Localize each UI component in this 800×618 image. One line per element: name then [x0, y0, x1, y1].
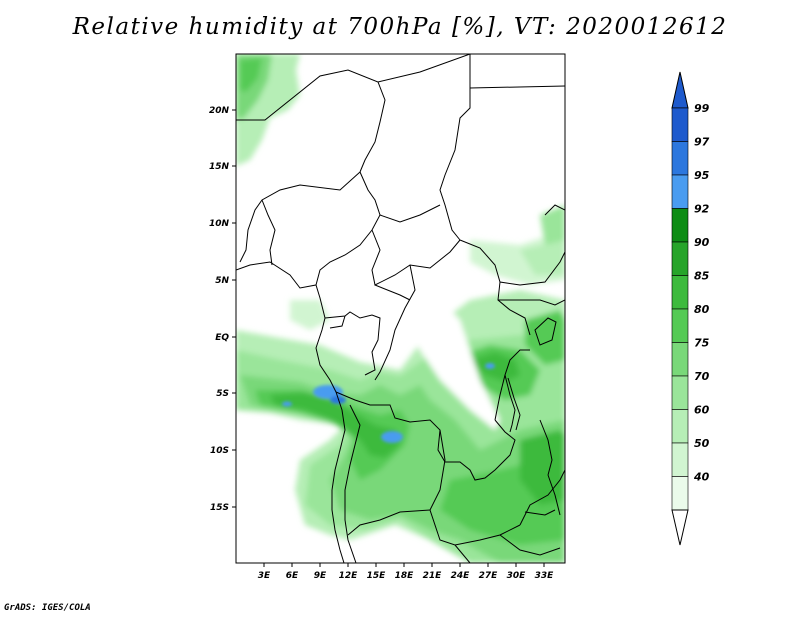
country-borders	[236, 54, 565, 563]
colorbar-level-label: 85	[694, 270, 710, 283]
lat-label: EQ	[215, 333, 229, 343]
lat-label: 10S	[210, 446, 229, 456]
colorbar-top-arrow	[671, 71, 689, 109]
colorbar-swatch	[671, 275, 689, 310]
lon-label: 21E	[423, 571, 443, 581]
longitude-axis	[263, 563, 545, 567]
colorbar-level-label: 95	[694, 169, 710, 182]
lon-label: 3E	[258, 571, 271, 581]
lat-label: 15S	[210, 503, 229, 513]
lon-label: 27E	[479, 571, 499, 581]
lon-label: 9E	[314, 571, 327, 581]
lat-label: 20N	[209, 106, 230, 116]
colorbar-bottom-arrow	[671, 509, 689, 546]
colorbar-level-label: 90	[694, 236, 710, 249]
colorbar-level-label: 70	[694, 370, 710, 383]
lat-label: 5S	[216, 389, 229, 399]
colorbar-swatch	[671, 241, 689, 276]
lat-label: 15N	[209, 162, 230, 172]
colorbar-level-label: 60	[694, 404, 710, 417]
lon-label: 15E	[367, 571, 387, 581]
humidity-shading	[236, 54, 565, 563]
humidity-peaks	[282, 363, 495, 443]
colorbar-swatch	[671, 208, 689, 243]
colorbar-swatch	[671, 409, 689, 444]
lat-label: 5N	[215, 276, 229, 286]
colorbar-swatch	[671, 174, 689, 209]
lon-label: 6E	[286, 571, 299, 581]
lat-label: 10N	[209, 219, 230, 229]
colorbar: 99 97 95 92 90 85 80 75 70 60 50 40	[671, 71, 710, 546]
colorbar-swatch	[671, 375, 689, 410]
colorbar-swatch	[671, 442, 689, 477]
grads-credit: GrADS: IGES/COLA	[4, 603, 91, 613]
colorbar-swatch	[671, 476, 689, 511]
colorbar-level-label: 80	[694, 303, 710, 316]
lon-label: 30E	[507, 571, 527, 581]
colorbar-level-label: 92	[694, 203, 710, 216]
lon-label: 18E	[395, 571, 415, 581]
lon-label: 12E	[339, 571, 359, 581]
colorbar-level-label: 40	[693, 471, 710, 484]
map-title: Relative humidity at 700hPa [%], VT: 202…	[72, 14, 728, 40]
lon-label: 24E	[451, 571, 471, 581]
lon-label: 33E	[535, 571, 555, 581]
colorbar-level-label: 75	[694, 337, 710, 350]
colorbar-level-label: 99	[694, 102, 710, 115]
colorbar-swatch	[671, 141, 689, 176]
colorbar-swatch	[671, 342, 689, 377]
colorbar-level-label: 97	[694, 136, 710, 149]
colorbar-level-label: 50	[694, 437, 710, 450]
latitude-axis	[232, 109, 236, 508]
colorbar-swatch	[671, 308, 689, 343]
colorbar-swatch	[671, 107, 689, 142]
map-frame	[235, 53, 566, 564]
